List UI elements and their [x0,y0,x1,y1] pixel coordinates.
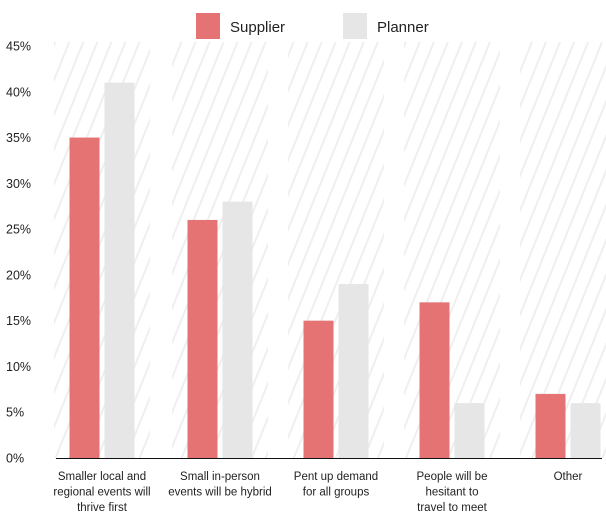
legend-swatch-planner [343,13,367,39]
bars-layer [69,82,601,459]
hatch-panel-1 [54,42,150,458]
bar-supplier-3 [303,320,334,458]
bar-supplier-4 [419,302,450,458]
bar-supplier-5 [535,393,566,458]
hatch-panel-4 [404,42,500,458]
bar-planner-5 [570,403,601,458]
bar-supplier-1 [69,137,100,459]
bar-planner-4 [454,403,485,458]
y-tick-label: 20% [6,268,31,282]
y-tick-label: 30% [6,177,31,191]
bar-planner-3 [338,284,369,458]
y-tick-label: 45% [6,40,31,54]
y-tick-label: 15% [6,314,31,328]
legend-label-planner: Planner [377,19,429,36]
y-tick-label: 35% [6,131,31,145]
hatch-panel-5 [520,42,606,458]
y-tick-label: 25% [6,223,31,237]
x-category-label: Pent up demand for all groups [294,471,378,499]
y-tick-label: 0% [6,452,24,466]
y-tick-label: 40% [6,85,31,99]
y-tick-label: 10% [6,360,31,374]
bar-planner-1 [104,82,135,458]
x-category-label: People will be hesitant to travel to meet [417,471,488,514]
axis-layer: 0% 5% 10% 15% 20% 25% 30% 35% 40% 45% [6,40,602,466]
x-category-label: Small in-person events will be hybrid [168,471,272,499]
x-category-label: Smaller local and regional events will thr… [53,471,150,514]
labels-layer: Smaller local and regional events will thr… [53,471,582,514]
legend: Supplier Planner [196,13,429,39]
y-tick-label: 5% [6,406,24,420]
x-category-label: Other [554,471,583,483]
hatch-panel-2 [172,42,268,458]
hatch-panel-3 [288,42,384,458]
bar-supplier-2 [187,219,218,458]
bar-planner-2 [222,201,253,458]
legend-label-supplier: Supplier [230,19,285,36]
legend-swatch-supplier [196,13,220,39]
